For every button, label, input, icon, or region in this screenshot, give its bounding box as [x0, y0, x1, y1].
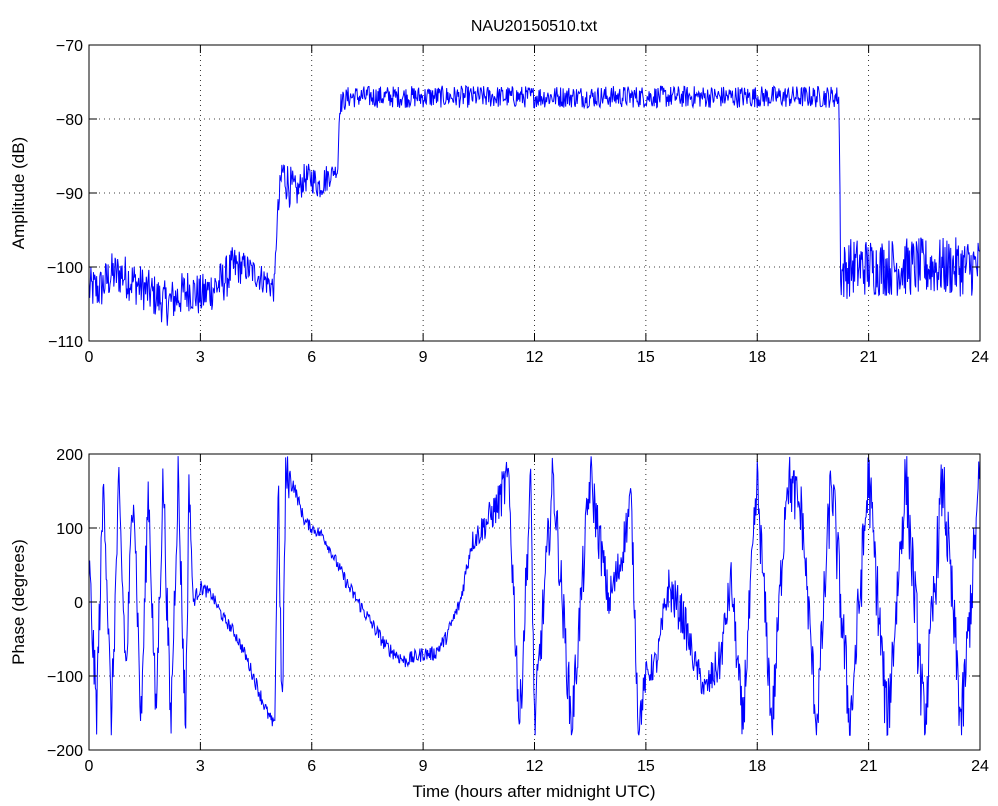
phase-xtick-label: 24: [971, 758, 989, 775]
phase-grid: [89, 454, 980, 750]
amplitude-grid: [89, 45, 980, 341]
phase-series-line: [88, 456, 981, 737]
amplitude-xtick-label: 21: [860, 349, 878, 366]
amplitude-xtick-label: 9: [419, 349, 428, 366]
amplitude-xtick-label: 18: [748, 349, 766, 366]
amplitude-xtick-label: 12: [526, 349, 544, 366]
amplitude-ytick-label: −90: [56, 186, 83, 203]
phase-ylabel: Phase (degrees): [9, 539, 28, 665]
amplitude-xtick-label: 24: [971, 349, 989, 366]
amplitude-ylabel: Amplitude (dB): [9, 137, 28, 249]
amplitude-ytick-label: −70: [56, 38, 83, 55]
amplitude-xtick-label: 15: [637, 349, 655, 366]
amplitude-title: NAU20150510.txt: [471, 18, 598, 35]
amplitude-panel: NAU20150510.txt Amplitude (dB) 0 3 6 9 12 15 1…: [9, 18, 989, 366]
phase-xtick-label: 21: [860, 758, 878, 775]
phase-xtick-label: 3: [196, 758, 205, 775]
amplitude-xtick-label: 6: [307, 349, 316, 366]
phase-trace: [88, 456, 981, 737]
phase-xtick-label: 9: [419, 758, 428, 775]
amplitude-trace: [88, 84, 981, 326]
phase-xtick-label: 15: [637, 758, 655, 775]
phase-xtick-label: 0: [85, 758, 94, 775]
phase-ticks: 0 3 6 9 12 15 18 21 24 −200 −100 0 100 200: [47, 447, 989, 775]
amplitude-xtick-label: 0: [85, 349, 94, 366]
phase-ytick-label: 200: [56, 447, 83, 464]
amplitude-ticks: 0 3 6 9 12 15 18 21 24 −110 −100 −90 −80 −70: [47, 38, 989, 366]
phase-xlabel: Time (hours after midnight UTC): [412, 782, 655, 801]
phase-xtick-label: 12: [526, 758, 544, 775]
phase-ytick-label: −200: [47, 743, 83, 760]
phase-xtick-label: 6: [307, 758, 316, 775]
phase-ytick-label: −100: [47, 669, 83, 686]
amplitude-xtick-label: 3: [196, 349, 205, 366]
amplitude-ytick-label: −80: [56, 112, 83, 129]
phase-xtick-label: 18: [748, 758, 766, 775]
amplitude-series-line: [88, 84, 981, 326]
phase-ytick-label: 100: [56, 521, 83, 538]
phase-panel: Phase (degrees) Time (hours after midnig…: [9, 447, 989, 801]
amplitude-ytick-label: −100: [47, 260, 83, 277]
phase-ytick-label: 0: [74, 595, 83, 612]
amplitude-ytick-label: −110: [48, 334, 83, 351]
